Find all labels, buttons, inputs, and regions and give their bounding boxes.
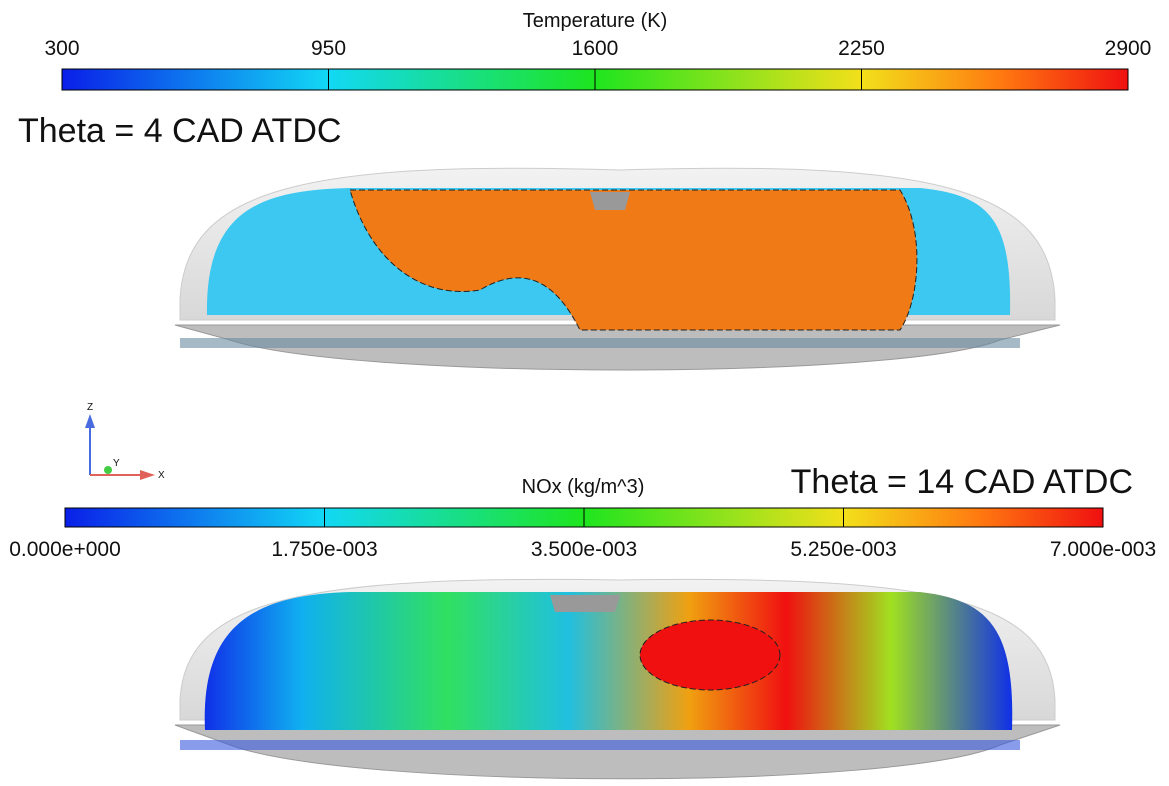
panel-label: Theta = 14 CAD ATDC [791, 463, 1133, 501]
axis-label: Z [87, 402, 93, 413]
axis-label: Y [113, 458, 120, 469]
chamber-render [175, 579, 1060, 778]
colorbar-tick-label: 5.250e-003 [790, 538, 896, 561]
colorbar-tick-label: 3.500e-003 [531, 538, 637, 561]
colorbar-tick-label: 2250 [838, 37, 885, 60]
colorbar-tick-label: 1600 [572, 37, 619, 60]
screenshot: Temperature (K) Theta = 4 CAD ATDC Z Y X… [0, 0, 1169, 786]
colorbar-tick-label: 1.750e-003 [271, 538, 377, 561]
chamber-render [175, 168, 1060, 370]
axes-triad: Z Y X [85, 402, 165, 481]
colorbar-tick-label: 0.000e+000 [9, 538, 121, 561]
colorbar-tick-label: 7.000e-003 [1050, 538, 1156, 561]
colorbar-title: Temperature (K) [523, 10, 668, 32]
colorbar-tick-label: 300 [44, 37, 79, 60]
colorbar-tick-label: 2900 [1105, 37, 1152, 60]
colorbar-title: NOx (kg/m^3) [522, 476, 645, 498]
panel-label: Theta = 4 CAD ATDC [18, 112, 341, 150]
colorbar-tick-label: 950 [311, 37, 346, 60]
axis-label: X [158, 470, 165, 481]
